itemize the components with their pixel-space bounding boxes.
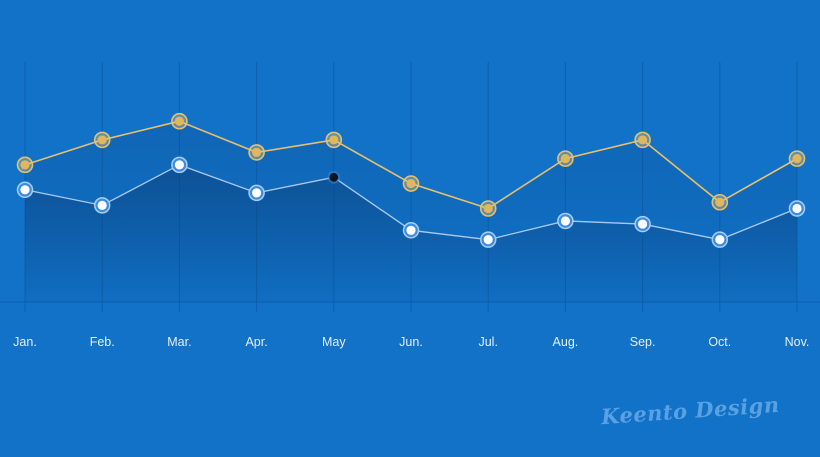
point-series-2-10 (788, 200, 806, 217)
point-series-2-3 (248, 184, 265, 202)
point-series-1-2 (171, 112, 188, 130)
x-tick-label-3: Apr. (245, 335, 267, 349)
x-tick-label-0: Jan. (13, 335, 37, 349)
x-tick-label-2: Mar. (167, 335, 191, 349)
data-points (16, 112, 806, 248)
x-tick-label-1: Feb. (90, 335, 115, 349)
point-series-1-4 (325, 131, 343, 149)
point-series-2-4 (327, 170, 341, 184)
x-tick-label-7: Aug. (553, 335, 579, 349)
x-tick-label-4: May (322, 335, 346, 349)
point-series-2-5 (402, 222, 420, 239)
point-series-1-3 (248, 144, 265, 161)
x-tick-label-8: Sep. (630, 335, 656, 349)
point-series-2-2 (171, 156, 188, 174)
point-series-2-7 (557, 212, 574, 230)
point-series-1-9 (711, 193, 729, 211)
point-series-2-8 (634, 215, 651, 233)
x-tick-label-5: Jun. (399, 335, 423, 349)
x-tick-label-6: Jul. (478, 335, 497, 349)
point-series-1-5 (402, 175, 420, 192)
point-series-2-1 (93, 197, 111, 214)
point-series-2-9 (711, 231, 729, 248)
point-series-1-10 (788, 150, 806, 167)
x-tick-label-10: Nov. (785, 335, 810, 349)
x-tick-label-9: Oct. (708, 335, 731, 349)
point-series-1-0 (16, 156, 34, 174)
point-series-2-0 (16, 181, 34, 199)
point-series-2-6 (479, 231, 497, 248)
point-series-1-1 (93, 131, 111, 149)
point-series-1-6 (479, 200, 497, 217)
point-series-1-8 (634, 131, 651, 149)
point-series-1-7 (557, 150, 574, 167)
x-axis-labels: Jan. Feb. Mar. Apr. May Jun. Jul. Aug. Sep. Oct. N… (13, 335, 809, 349)
